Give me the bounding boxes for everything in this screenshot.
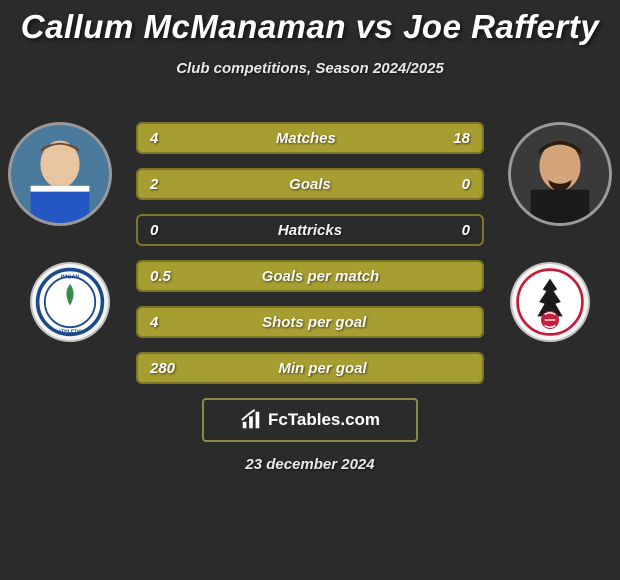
stat-row: 280 Min per goal bbox=[136, 352, 484, 384]
stat-right-value: 18 bbox=[453, 130, 470, 147]
stat-left-value: 4 bbox=[150, 314, 158, 331]
season-subtitle: Club competitions, Season 2024/2025 bbox=[0, 60, 620, 77]
stat-right-value: 0 bbox=[462, 176, 470, 193]
stat-label: Goals per match bbox=[262, 268, 380, 285]
stat-left-value: 280 bbox=[150, 360, 175, 377]
stat-row: 4 Shots per goal bbox=[136, 306, 484, 338]
brand-icon bbox=[240, 409, 262, 431]
svg-text:ATHLETIC: ATHLETIC bbox=[58, 329, 82, 335]
player-right-avatar bbox=[508, 122, 612, 226]
stat-label: Hattricks bbox=[278, 222, 342, 239]
club-right-badge bbox=[510, 262, 590, 342]
stat-row: 0 Hattricks 0 bbox=[136, 214, 484, 246]
date-label: 23 december 2024 bbox=[0, 456, 620, 473]
stat-fill-left bbox=[138, 124, 200, 152]
stat-right-value: 0 bbox=[462, 222, 470, 239]
brand-badge[interactable]: FcTables.com bbox=[202, 398, 418, 442]
stat-fill-right bbox=[200, 124, 482, 152]
svg-text:WIGAN: WIGAN bbox=[61, 275, 80, 281]
stat-left-value: 0.5 bbox=[150, 268, 171, 285]
stat-label: Matches bbox=[276, 130, 336, 147]
brand-label: FcTables.com bbox=[268, 410, 380, 430]
stat-row: 0.5 Goals per match bbox=[136, 260, 484, 292]
stat-left-value: 0 bbox=[150, 222, 158, 239]
player-left-avatar bbox=[8, 122, 112, 226]
stat-label: Shots per goal bbox=[262, 314, 366, 331]
stat-label: Goals bbox=[289, 176, 331, 193]
stat-row: 2 Goals 0 bbox=[136, 168, 484, 200]
stat-left-value: 2 bbox=[150, 176, 158, 193]
stat-left-value: 4 bbox=[150, 130, 158, 147]
stat-row: 4 Matches 18 bbox=[136, 122, 484, 154]
stats-bars: 4 Matches 18 2 Goals 0 0 Hattricks 0 0.5 Goals per… bbox=[136, 122, 484, 384]
club-left-badge: WIGAN ATHLETIC bbox=[30, 262, 110, 342]
page-title: Callum McManaman vs Joe Rafferty bbox=[0, 0, 620, 46]
stat-label: Min per goal bbox=[278, 360, 366, 377]
